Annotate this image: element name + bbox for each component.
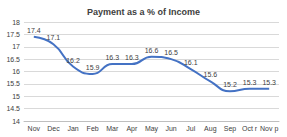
svg-text:16: 16 xyxy=(12,68,20,75)
svg-text:16.6: 16.6 xyxy=(145,47,159,54)
svg-text:15.2: 15.2 xyxy=(223,81,237,88)
svg-text:15.6: 15.6 xyxy=(204,71,218,78)
svg-text:14: 14 xyxy=(12,118,20,125)
svg-text:16.2: 16.2 xyxy=(66,57,80,64)
svg-text:Nov: Nov xyxy=(28,125,41,132)
svg-text:Payment as a % of Income: Payment as a % of Income xyxy=(87,7,200,17)
svg-text:18: 18 xyxy=(12,19,20,26)
svg-text:Nov p: Nov p xyxy=(260,125,278,133)
svg-text:14.5: 14.5 xyxy=(6,105,20,112)
svg-text:15: 15 xyxy=(12,93,20,100)
svg-text:Mar: Mar xyxy=(106,125,119,132)
svg-text:17.4: 17.4 xyxy=(27,27,41,34)
svg-text:Dec: Dec xyxy=(47,125,60,132)
svg-text:16.5: 16.5 xyxy=(164,49,178,56)
svg-text:Sep: Sep xyxy=(224,125,237,133)
svg-text:17.1: 17.1 xyxy=(47,34,61,41)
svg-text:17.5: 17.5 xyxy=(6,31,20,38)
svg-text:Oct r: Oct r xyxy=(242,125,258,132)
svg-text:16.5: 16.5 xyxy=(6,56,20,63)
svg-text:17: 17 xyxy=(12,43,20,50)
svg-text:16.3: 16.3 xyxy=(125,54,139,61)
svg-text:Jul: Jul xyxy=(186,125,195,132)
svg-text:16.1: 16.1 xyxy=(184,59,198,66)
svg-text:Jan: Jan xyxy=(67,125,78,132)
svg-text:May: May xyxy=(145,125,159,133)
svg-text:Feb: Feb xyxy=(87,125,99,132)
svg-text:15.5: 15.5 xyxy=(6,80,20,87)
svg-text:15.3: 15.3 xyxy=(262,79,276,86)
svg-text:Apr: Apr xyxy=(126,125,138,133)
svg-text:16.3: 16.3 xyxy=(105,54,119,61)
svg-text:Jun: Jun xyxy=(165,125,176,132)
svg-text:15.9: 15.9 xyxy=(86,64,100,71)
svg-text:15.3: 15.3 xyxy=(243,79,257,86)
svg-text:Aug: Aug xyxy=(204,125,217,133)
